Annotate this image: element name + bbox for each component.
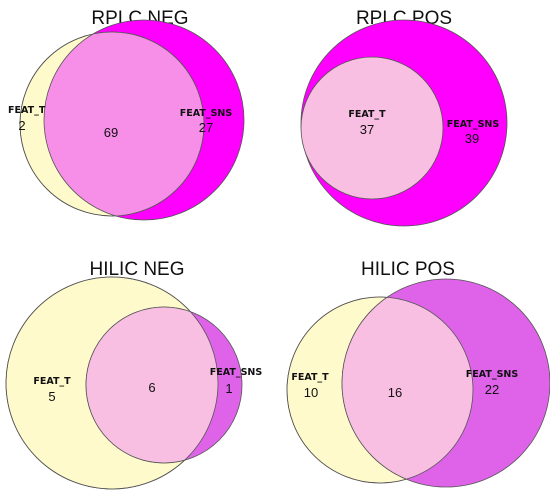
set-label-feat-sns: FEAT_SNS (447, 119, 500, 130)
count-feat-sns-only: 22 (485, 382, 499, 397)
count-overlap: 37 (360, 122, 374, 137)
count-feat-sns-only: 27 (199, 120, 213, 135)
count-overlap: 69 (104, 125, 118, 140)
set-label-feat-sns: FEAT_SNS (180, 108, 233, 119)
set-label-feat-sns: FEAT_SNS (466, 369, 519, 380)
set-label-feat-sns: FEAT_SNS (210, 367, 263, 378)
set-label-feat-t: FEAT_T (291, 372, 329, 383)
count-overlap: 6 (148, 380, 155, 395)
count-feat-t-only: 2 (18, 118, 25, 133)
feat-t-outline (5, 276, 219, 490)
panel-title: HILIC POS (361, 259, 455, 280)
count-feat-sns-only: 1 (225, 381, 232, 396)
set-label-feat-t: FEAT_T (8, 105, 46, 116)
panel-rplc-neg: RPLC NEG FEAT_T 2 69 FEAT_SNS 27 (8, 8, 245, 221)
count-feat-t-only: 5 (48, 389, 55, 404)
set-label-feat-t: FEAT_T (33, 376, 71, 387)
count-feat-t-only: 10 (304, 385, 318, 400)
overlap-region (341, 297, 473, 483)
count-feat-sns-only: 39 (465, 131, 479, 146)
set-label-feat-t: FEAT_T (348, 109, 386, 120)
panel-hilic-pos: HILIC POS FEAT_T 10 16 FEAT_SNS 22 (286, 259, 550, 488)
feat-t-outline (286, 296, 474, 484)
count-overlap: 16 (388, 385, 402, 400)
overlap-region (85, 306, 218, 464)
feat-t-outline (19, 31, 205, 217)
panel-hilic-neg: HILIC NEG FEAT_T 5 6 FEAT_SNS 1 (5, 259, 263, 490)
panel-rplc-pos: RPLC POS FEAT_T 37 FEAT_SNS 39 (300, 8, 508, 227)
panel-title: HILIC NEG (89, 259, 184, 280)
overlap-region (300, 56, 444, 200)
